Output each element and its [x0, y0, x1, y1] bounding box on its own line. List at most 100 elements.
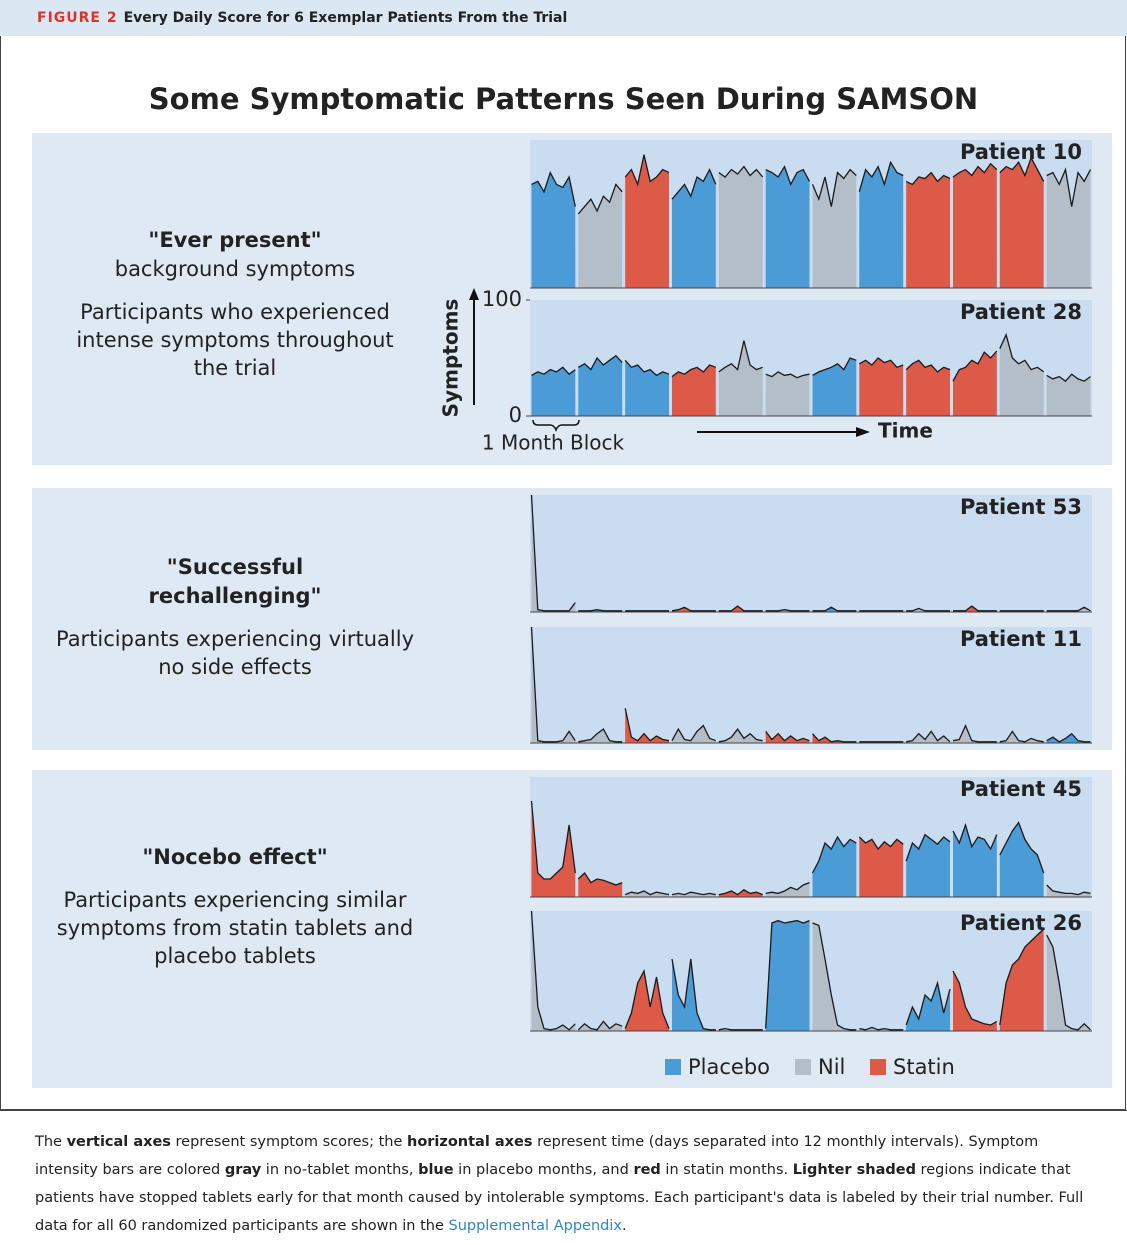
score-trace [812, 357, 857, 376]
month-area [718, 889, 763, 897]
score-trace [906, 730, 951, 743]
score-trace [530, 910, 576, 1031]
section-description: Participants experiencing virtually no s… [55, 627, 415, 679]
score-trace [718, 889, 763, 896]
score-trace [530, 800, 576, 880]
month-area [953, 825, 997, 897]
score-trace [812, 733, 857, 743]
score-trace [905, 359, 951, 373]
panel-title: Patient 28 [960, 300, 1082, 324]
score-trace [671, 891, 716, 896]
score-trace [671, 606, 716, 612]
score-trace [1046, 606, 1091, 612]
month-area [859, 837, 904, 897]
score-trace [577, 354, 623, 371]
month-area [672, 365, 716, 416]
block-label: 1 Month Block [482, 431, 625, 455]
score-trace [531, 170, 576, 207]
score-trace [905, 171, 951, 186]
score-trace [999, 156, 1045, 182]
frame [0, 36, 1126, 1110]
score-trace [811, 168, 857, 207]
month-area [906, 834, 950, 897]
brace [532, 419, 580, 433]
caption-link[interactable]: Supplemental Appendix [448, 1218, 622, 1234]
section-text: "Ever present" background symptoms Parti… [40, 226, 430, 382]
caption-text: in no-tablet months, [261, 1162, 419, 1178]
month-area [531, 911, 576, 1031]
panel-background [530, 495, 1092, 612]
month-area [625, 708, 669, 743]
panel-background [530, 627, 1092, 743]
score-trace [671, 364, 717, 378]
score-trace [952, 723, 997, 743]
caption-bold: horizontal axes [407, 1134, 533, 1150]
score-trace [718, 165, 764, 178]
month-area [859, 162, 904, 288]
month-area [531, 495, 576, 612]
caption-text: regions indicate that patients have stop… [35, 1162, 1084, 1234]
score-trace [765, 609, 810, 612]
legend-swatch [795, 1059, 811, 1075]
panel-title: Patient 53 [960, 495, 1082, 519]
caption-bold: blue [418, 1162, 454, 1178]
score-trace [578, 609, 623, 612]
panel-title: Patient 10 [960, 140, 1082, 164]
section-description: Participants who experienced intense sym… [76, 300, 394, 380]
month-area [812, 169, 857, 288]
score-trace [718, 340, 763, 373]
month-area [765, 731, 810, 743]
legend-swatch [870, 1059, 886, 1075]
month-area [578, 184, 623, 288]
month-area [672, 959, 716, 1031]
y-axis-label: Symptoms [439, 299, 463, 418]
score-trace [577, 1020, 623, 1031]
score-trace [1046, 884, 1091, 896]
panel-background [530, 300, 1092, 416]
score-trace [811, 835, 857, 874]
arrow-head [856, 427, 870, 437]
month-area [531, 172, 576, 288]
score-trace [530, 626, 576, 743]
month-area [531, 367, 576, 416]
score-trace [765, 165, 811, 187]
legend-label: Nil [818, 1055, 845, 1079]
score-trace [765, 371, 810, 379]
score-trace [718, 727, 763, 743]
month-area [812, 358, 857, 416]
month-area [625, 360, 669, 416]
figure-title: Every Daily Score for 6 Exemplar Patient… [123, 10, 568, 26]
month-area [718, 340, 763, 416]
month-area [999, 157, 1044, 288]
legend-swatch [665, 1059, 681, 1075]
month-area [812, 733, 857, 743]
caption-bold: gray [224, 1162, 262, 1178]
y-tick-label: 0 [509, 403, 522, 427]
month-area [1046, 169, 1091, 288]
section-description: Participants experiencing similar sympto… [56, 888, 414, 968]
score-trace [999, 332, 1045, 373]
month-area [531, 627, 576, 743]
month-area [1046, 935, 1091, 1031]
month-area [765, 371, 810, 416]
score-trace [765, 731, 810, 742]
score-trace [952, 162, 998, 178]
score-trace [858, 357, 904, 369]
month-area [953, 163, 997, 288]
score-trace [1046, 167, 1092, 207]
x-axis-label: Time [878, 419, 933, 443]
score-trace [718, 605, 763, 612]
month-area [999, 334, 1044, 416]
caption-text: in statin months. [660, 1162, 793, 1178]
score-trace [952, 350, 998, 382]
month-area [578, 873, 623, 897]
month-area [812, 837, 857, 897]
section-heading: "Successful rechallenging" [148, 555, 322, 608]
legend-label: Placebo [688, 1055, 770, 1079]
score-trace [718, 1027, 763, 1031]
caption-bold: red [633, 1162, 661, 1178]
score-trace [812, 606, 857, 612]
score-trace [531, 366, 576, 376]
caption-text: represent symptom scores; the [170, 1134, 407, 1150]
